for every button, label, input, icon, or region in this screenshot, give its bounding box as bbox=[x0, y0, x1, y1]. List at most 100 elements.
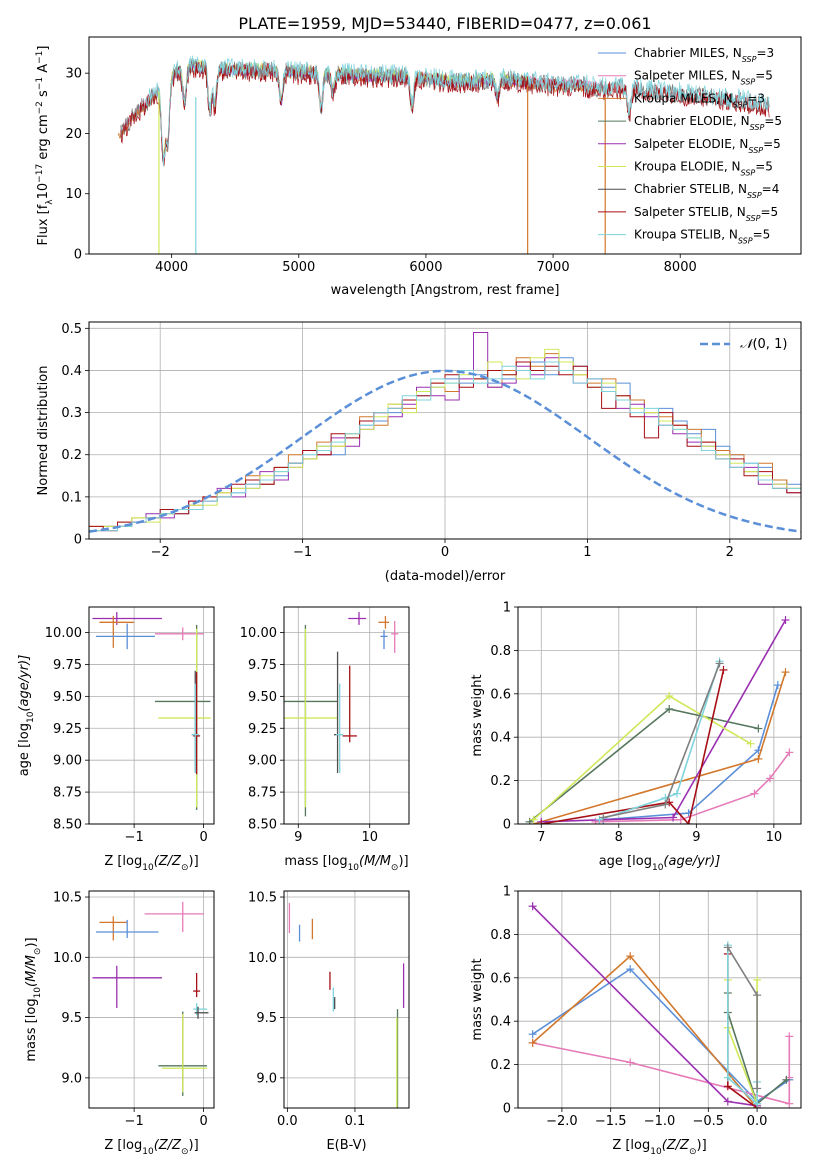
errorbar-point bbox=[380, 629, 388, 650]
y-tick-label: 9.5 bbox=[61, 1011, 82, 1026]
age_vs_Z-axes: −1 0 8.50 8.75 9.00 9.25 9.50 9.75 10.00 bbox=[45, 607, 214, 845]
y-tick-label: 0.4 bbox=[490, 1015, 511, 1030]
weight_vs_Z-y-label: mass weight bbox=[470, 958, 485, 1040]
errorbar-point bbox=[194, 1006, 209, 1019]
histogram-step bbox=[89, 361, 801, 532]
spectrum-y-label-part: −17 bbox=[35, 164, 45, 183]
legend-label-main: Salpeter ELODIE, N bbox=[634, 137, 748, 151]
legend-label-tail: =5 bbox=[763, 137, 781, 151]
legend-label-tail: (0, 1) bbox=[752, 337, 787, 352]
x-tick-label: −2.0 bbox=[546, 1114, 578, 1129]
x-tick-label: 0.1 bbox=[345, 1114, 366, 1129]
errorbar-point bbox=[95, 623, 155, 650]
mass_vs_Z-points bbox=[92, 901, 209, 1096]
mass_vs_EBV-frame bbox=[283, 890, 410, 1109]
errorbar-point bbox=[336, 683, 344, 773]
mass_vs_Z-x-label-part: 10 bbox=[142, 1147, 154, 1157]
x-tick-label: 8000 bbox=[664, 260, 697, 275]
mass_vs_Z-x-label-part: Z [log bbox=[104, 1138, 142, 1153]
weight_vs_age-x-label-part: age [log bbox=[599, 854, 652, 869]
weight_vs_Z-series bbox=[528, 902, 794, 1108]
weight_vs_age-x-label-part: 10 bbox=[652, 863, 664, 873]
y-tick-label: 9.0 bbox=[256, 1071, 277, 1086]
errorbar-point bbox=[154, 627, 204, 641]
spectrum-y-label-part: Flux [f bbox=[36, 204, 51, 245]
legend-label-sub: SSP bbox=[750, 123, 765, 132]
legend-label-main: Salpeter MILES, N bbox=[634, 69, 741, 83]
errorbar-point bbox=[161, 1013, 208, 1093]
errorbar-point bbox=[95, 919, 159, 939]
x-tick-label: 7 bbox=[537, 830, 545, 845]
legend-label: 𝒩(0, 1) bbox=[740, 337, 787, 352]
legend-label-main: Salpeter STELIB, N bbox=[634, 205, 746, 219]
y-tick-label: 9.5 bbox=[256, 1011, 277, 1026]
legend-label-tail: =3 bbox=[747, 91, 765, 105]
age_vs_mass-points bbox=[284, 612, 399, 817]
legend-label: Salpeter STELIB, NSSP=5 bbox=[634, 205, 778, 223]
legend-label-sub: SSP bbox=[748, 145, 763, 154]
residuals-axes: −2 −1 0 1 2 0 0.1 0.2 0.3 0.4 0.5 bbox=[61, 322, 801, 560]
spectrum-y-label: Flux [fλ10−17 erg cm−2 s−1 A−1] bbox=[35, 46, 55, 246]
weight-line bbox=[532, 695, 752, 821]
weight_vs_Z-x-label-part: 10 bbox=[650, 1147, 662, 1157]
mass_vs_Z-y-label-part: 10 bbox=[33, 987, 43, 999]
y-tick-label: 0.3 bbox=[61, 406, 82, 421]
legend-label-sub: SSP bbox=[738, 236, 753, 245]
errorbar-point bbox=[391, 621, 399, 653]
spectrum-y-label-part: erg cm bbox=[36, 114, 51, 163]
mass_vs_Z-y-label-part: (M/M bbox=[24, 955, 39, 987]
legend-label-main: Kroupa MILES, N bbox=[634, 91, 733, 105]
age_vs_mass-x-label-part: )] bbox=[398, 854, 408, 869]
y-tick-label: 10.00 bbox=[45, 626, 82, 641]
errorbar-point bbox=[158, 628, 211, 808]
x-tick-label: 0.0 bbox=[277, 1114, 298, 1129]
y-tick-label: 0 bbox=[503, 1102, 511, 1117]
mass_vs_EBV-x-label: E(B-V) bbox=[326, 1138, 366, 1153]
spectrum-model-line bbox=[145, 55, 770, 167]
y-tick-label: 10.5 bbox=[248, 891, 277, 906]
legend-label-tail: =5 bbox=[760, 205, 778, 219]
y-tick-label: 10 bbox=[65, 187, 82, 202]
x-tick-label: −1 bbox=[125, 830, 144, 845]
age_vs_Z-x-label-part: )] bbox=[189, 854, 199, 869]
weight-line bbox=[541, 669, 725, 824]
errorbar-point bbox=[99, 615, 135, 648]
legend-label: Kroupa STELIB, NSSP=5 bbox=[634, 228, 770, 246]
mass_vs_EBV-axes: 0.0 0.1 9.0 9.5 10.0 10.5 bbox=[248, 891, 409, 1129]
spectrum-y-label-part: λ bbox=[45, 199, 55, 205]
histogram-step bbox=[89, 361, 801, 532]
errorbar-point bbox=[144, 901, 204, 932]
legend-label: Chabrier MILES, NSSP=3 bbox=[634, 46, 774, 64]
errorbar-point bbox=[92, 965, 162, 1008]
legend-label-tail: =5 bbox=[755, 160, 773, 174]
weight_vs_Z-x-label: Z [log10(Z/Z⊙)] bbox=[612, 1138, 706, 1157]
weight-line bbox=[532, 905, 758, 1107]
y-tick-label: 0.8 bbox=[490, 644, 511, 659]
spectrum-y-label-part: ] bbox=[36, 46, 51, 51]
legend-label-sub: SSP bbox=[746, 213, 761, 222]
age_vs_Z-x-label-part: 10 bbox=[142, 863, 154, 873]
mass_vs_Z-y-label-part: )] bbox=[24, 937, 39, 947]
y-tick-label: 9.25 bbox=[53, 722, 82, 737]
spectrum-y-label-part: −2 bbox=[35, 101, 45, 114]
y-tick-label: 0.2 bbox=[490, 1058, 511, 1073]
weight-line bbox=[599, 661, 721, 821]
x-tick-label: 0 bbox=[199, 830, 207, 845]
histogram-step bbox=[89, 348, 801, 532]
x-tick-label: −2 bbox=[151, 545, 170, 560]
x-tick-label: 0 bbox=[199, 1114, 207, 1129]
weight-line bbox=[532, 954, 758, 1108]
y-tick-label: 10.0 bbox=[53, 951, 82, 966]
age_vs_mass-x-label-part: ⊙ bbox=[391, 863, 399, 873]
y-tick-label: 8.50 bbox=[53, 818, 82, 833]
legend-label: Chabrier STELIB, NSSP=4 bbox=[634, 182, 779, 200]
mass_vs_EBV-points bbox=[288, 903, 405, 1108]
legend-label: Chabrier ELODIE, NSSP=5 bbox=[634, 114, 782, 132]
y-tick-label: 8.50 bbox=[248, 818, 277, 833]
x-tick-label: −0.5 bbox=[693, 1114, 725, 1129]
weight_vs_Z-axes: −2.0 −1.5 −1.0 −0.5 0.0 0 0.2 0.4 0.6 0.8 1 bbox=[490, 885, 801, 1129]
age_vs_mass-x-label-part: 10 bbox=[348, 863, 360, 873]
mass_vs_Z-axes: −1 0 9.0 9.5 10.0 10.5 bbox=[53, 891, 214, 1129]
